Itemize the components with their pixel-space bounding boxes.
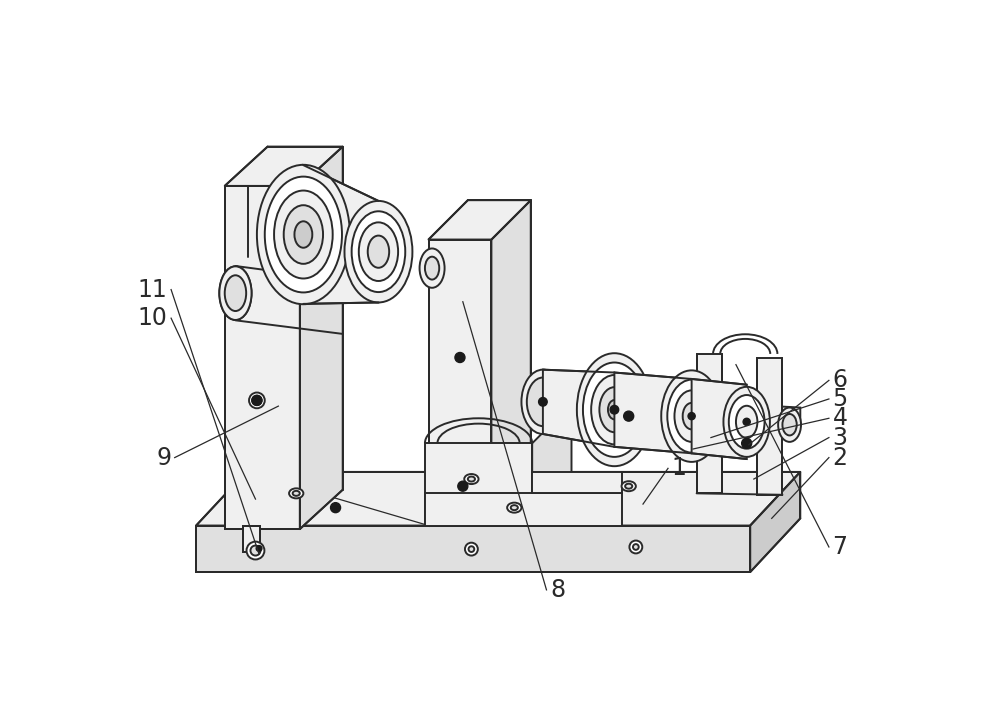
Ellipse shape [219,267,252,320]
Ellipse shape [683,403,701,429]
Ellipse shape [344,201,412,302]
Ellipse shape [629,541,642,553]
Polygon shape [225,186,300,529]
Polygon shape [532,393,800,423]
Ellipse shape [674,390,709,442]
Circle shape [252,395,262,405]
Polygon shape [697,354,722,493]
Polygon shape [196,472,800,526]
Ellipse shape [465,543,478,556]
Ellipse shape [729,395,765,449]
Polygon shape [428,200,531,240]
Text: 6: 6 [832,368,847,393]
Text: 8: 8 [550,578,565,602]
Polygon shape [543,370,614,447]
Polygon shape [196,526,750,572]
Circle shape [455,352,465,363]
Polygon shape [532,404,571,526]
Ellipse shape [591,375,638,445]
Text: 1: 1 [672,456,686,480]
Polygon shape [303,165,378,304]
Text: 5: 5 [832,387,848,411]
Ellipse shape [250,546,260,556]
Circle shape [539,398,547,406]
Polygon shape [757,358,782,495]
Ellipse shape [736,406,757,438]
Ellipse shape [599,388,629,432]
Ellipse shape [265,177,342,292]
Ellipse shape [782,414,797,435]
Ellipse shape [469,546,474,552]
Ellipse shape [225,275,246,311]
Circle shape [743,418,750,425]
Ellipse shape [622,481,636,491]
Ellipse shape [289,488,303,498]
Polygon shape [300,147,343,529]
Ellipse shape [352,212,405,292]
Ellipse shape [667,380,716,453]
Circle shape [624,411,634,421]
Ellipse shape [247,542,264,559]
Polygon shape [491,200,531,526]
Polygon shape [225,147,343,186]
Circle shape [331,503,341,513]
Polygon shape [586,408,714,438]
Polygon shape [425,443,532,526]
Polygon shape [243,526,260,552]
Ellipse shape [257,165,350,305]
Ellipse shape [511,506,518,511]
Ellipse shape [420,249,445,288]
Ellipse shape [293,491,300,496]
Ellipse shape [625,484,632,489]
Text: 10: 10 [138,306,168,330]
Ellipse shape [778,408,801,442]
Ellipse shape [219,267,252,320]
Ellipse shape [284,205,323,264]
Ellipse shape [723,387,770,457]
Polygon shape [425,493,622,526]
Ellipse shape [521,370,564,434]
Polygon shape [428,240,491,526]
Ellipse shape [368,236,389,268]
Circle shape [610,405,619,414]
Ellipse shape [274,191,333,278]
Text: 7: 7 [832,535,847,559]
Polygon shape [532,472,622,493]
Circle shape [742,438,752,448]
Circle shape [688,413,695,420]
Text: 9: 9 [156,445,171,470]
Ellipse shape [527,378,559,426]
Ellipse shape [249,393,265,408]
Ellipse shape [468,477,475,482]
Circle shape [458,481,468,491]
Polygon shape [750,472,800,572]
Ellipse shape [294,222,312,248]
Ellipse shape [225,275,246,311]
Ellipse shape [425,257,439,280]
Text: 11: 11 [138,277,168,302]
Ellipse shape [661,370,722,462]
Text: 3: 3 [832,425,847,450]
Polygon shape [614,373,692,453]
Ellipse shape [464,474,479,484]
Ellipse shape [577,353,652,466]
Polygon shape [692,379,747,459]
Ellipse shape [583,363,646,457]
Ellipse shape [608,400,621,420]
Circle shape [256,546,262,551]
Ellipse shape [507,503,521,513]
Text: 4: 4 [832,406,847,430]
Text: 2: 2 [832,445,847,470]
Circle shape [252,395,262,405]
Ellipse shape [359,222,398,281]
Ellipse shape [633,544,639,550]
